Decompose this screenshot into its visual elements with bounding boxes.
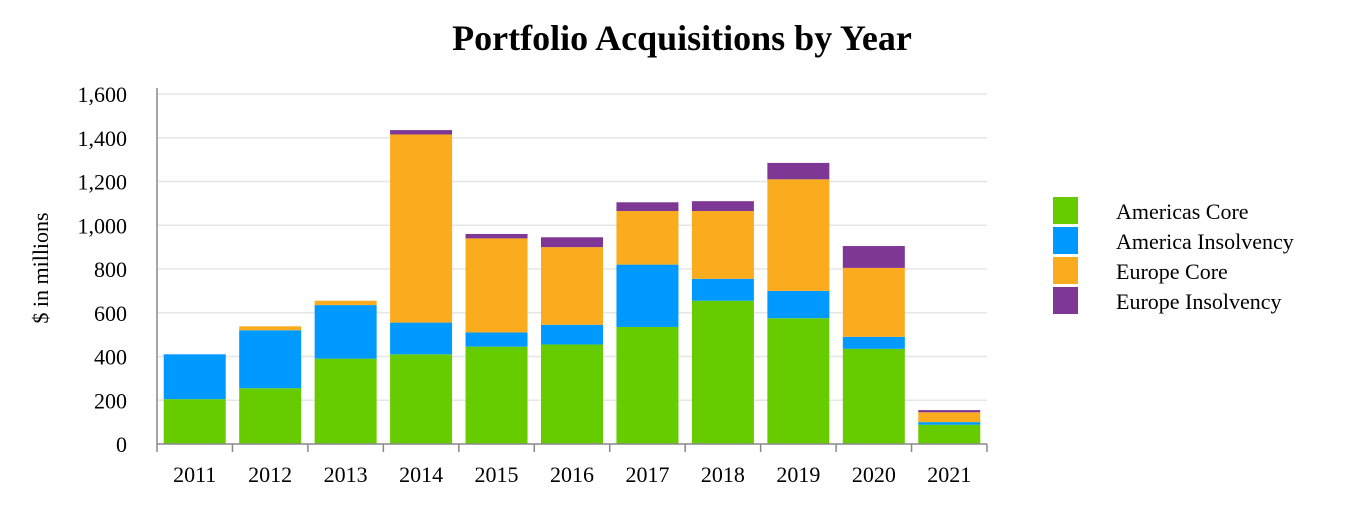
legend-swatch [1053,197,1078,224]
bar-2019-series-0 [767,318,830,444]
y-tick-label: 800 [94,257,127,282]
x-tick-label: 2014 [399,462,443,487]
axes [156,88,988,452]
bar-2020-series-1 [842,336,905,349]
bar-2011-series-1 [163,354,226,400]
bar-2012-series-2 [239,326,302,331]
bar-2020-series-0 [842,348,905,444]
y-axis-label: $ in millions [28,212,53,323]
bar-2016-series-1 [541,324,603,345]
bar-2021-series-2 [918,412,981,423]
y-tick-label: 1,000 [78,213,128,238]
bar-2013-series-2 [314,300,377,306]
bar-2020-series-2 [842,267,905,337]
x-tick-label: 2020 [852,462,896,487]
bar-2018-series-0 [691,300,754,444]
y-tick-label: 1,400 [78,126,128,151]
bars [163,130,981,444]
x-tick-label: 2017 [625,462,669,487]
x-tick-label: 2012 [248,462,292,487]
bar-2018-series-3 [691,201,754,212]
bar-2021-series-3 [918,410,981,413]
y-tick-label: 600 [94,301,127,326]
x-tick-label: 2016 [550,462,594,487]
x-tick-label: 2021 [927,462,971,487]
legend-label: Europe Core [1116,259,1228,284]
x-tick-label: 2018 [701,462,745,487]
chart-title: Portfolio Acquisitions by Year [452,18,912,58]
x-tick-label: 2013 [324,462,368,487]
bar-2018-series-2 [691,211,754,279]
bar-2018-series-1 [691,278,754,301]
legend-swatch [1053,287,1078,314]
legend-label: America Insolvency [1116,229,1294,254]
bar-2017-series-1 [616,264,679,327]
bar-2016-series-2 [541,247,603,325]
bar-2013-series-0 [314,358,377,444]
legend-label: Europe Insolvency [1116,289,1282,314]
bar-2012-series-1 [239,330,302,389]
y-tick-label: 400 [94,345,127,370]
x-tick-label: 2015 [475,462,519,487]
bar-2015-series-3 [465,234,528,239]
tick-labels: 0 200 400 600 800 1,000 1,200 1,400 1,600 2011 201… [78,82,972,487]
bar-2013-series-1 [314,305,377,359]
bar-2019-series-3 [767,162,830,180]
bar-2015-series-1 [465,332,528,347]
legend: Americas Core America Insolvency Europe Co… [1053,197,1294,314]
bar-2014-series-1 [390,322,453,355]
bar-2021-series-1 [918,422,981,425]
x-tick-label: 2011 [173,462,216,487]
bar-2017-series-2 [616,211,679,265]
bar-2015-series-2 [465,238,528,333]
bar-2017-series-0 [616,326,679,444]
bar-2017-series-3 [616,202,679,212]
bar-2012-series-0 [239,388,302,444]
y-tick-label: 1,200 [78,170,128,195]
bar-2015-series-0 [465,346,528,444]
bar-2021-series-0 [918,424,981,444]
bar-2016-series-3 [541,237,603,248]
legend-swatch [1053,227,1078,254]
legend-swatch [1053,257,1078,284]
bar-2016-series-0 [541,344,603,444]
y-tick-label: 1,600 [78,82,128,107]
bar-2011-series-0 [163,399,226,444]
bar-2014-series-2 [390,134,453,323]
bar-2019-series-2 [767,179,830,291]
x-tick-label: 2019 [776,462,820,487]
bar-2014-series-0 [390,354,453,444]
y-tick-label: 0 [116,432,127,457]
y-tick-label: 200 [94,388,127,413]
bar-2019-series-1 [767,290,830,319]
bar-2020-series-3 [842,246,905,268]
legend-label: Americas Core [1116,199,1249,224]
bar-2014-series-3 [390,130,453,135]
